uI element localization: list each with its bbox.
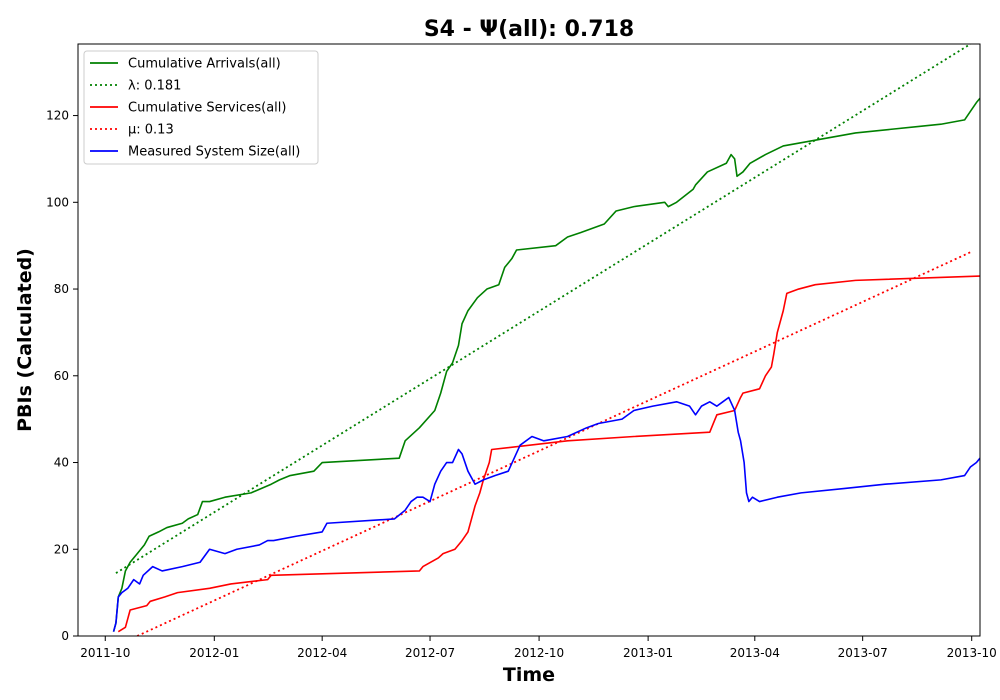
legend-label: Measured System Size(all): [128, 145, 300, 160]
legend-label: λ: 0.181: [128, 79, 181, 94]
y-tick-label: 80: [54, 282, 69, 296]
plot-area-frame: [77, 43, 981, 637]
y-tick-label: 40: [54, 456, 69, 470]
x-tick-label: 2012-04: [297, 646, 347, 660]
x-tick-label: 2012-01: [189, 646, 239, 660]
chart-title: S4 - Ψ(all): 0.718: [424, 17, 634, 42]
legend-label: Cumulative Services(all): [128, 101, 286, 116]
x-tick-label: 2013-10: [947, 646, 997, 660]
y-tick-label: 100: [46, 195, 69, 209]
x-axis-ticks: 2011-10 2012-01 2012-04 2012-07 2012-10 2013-…: [80, 636, 997, 660]
x-tick-label: 2013-04: [730, 646, 780, 660]
legend-box: [83, 50, 319, 165]
x-tick-label: 2012-10: [514, 646, 564, 660]
x-tick-label: 2012-07: [405, 646, 455, 660]
legend-label: μ: 0.13: [128, 123, 174, 138]
y-axis-title: PBIs (Calculated): [14, 248, 36, 432]
legend: Cumulative Arrivals(all) λ: 0.181 Cumulati…: [83, 50, 319, 165]
series-line-4: [112, 396, 980, 632]
x-tick-label: 2013-01: [623, 646, 673, 660]
y-tick-label: 60: [54, 369, 69, 383]
y-tick-label: 120: [46, 109, 69, 123]
x-axis-title: Time: [503, 664, 555, 686]
series-line-0: [112, 97, 980, 632]
y-tick-label: 0: [61, 629, 69, 643]
y-tick-label: 20: [54, 542, 69, 556]
series-layer: [112, 44, 980, 636]
x-tick-label: 2013-07: [838, 646, 888, 660]
y-axis-ticks: 0 20 40 60 80 100 120: [46, 109, 78, 643]
x-tick-label: 2011-10: [80, 646, 130, 660]
legend-label: Cumulative Arrivals(all): [128, 57, 281, 72]
